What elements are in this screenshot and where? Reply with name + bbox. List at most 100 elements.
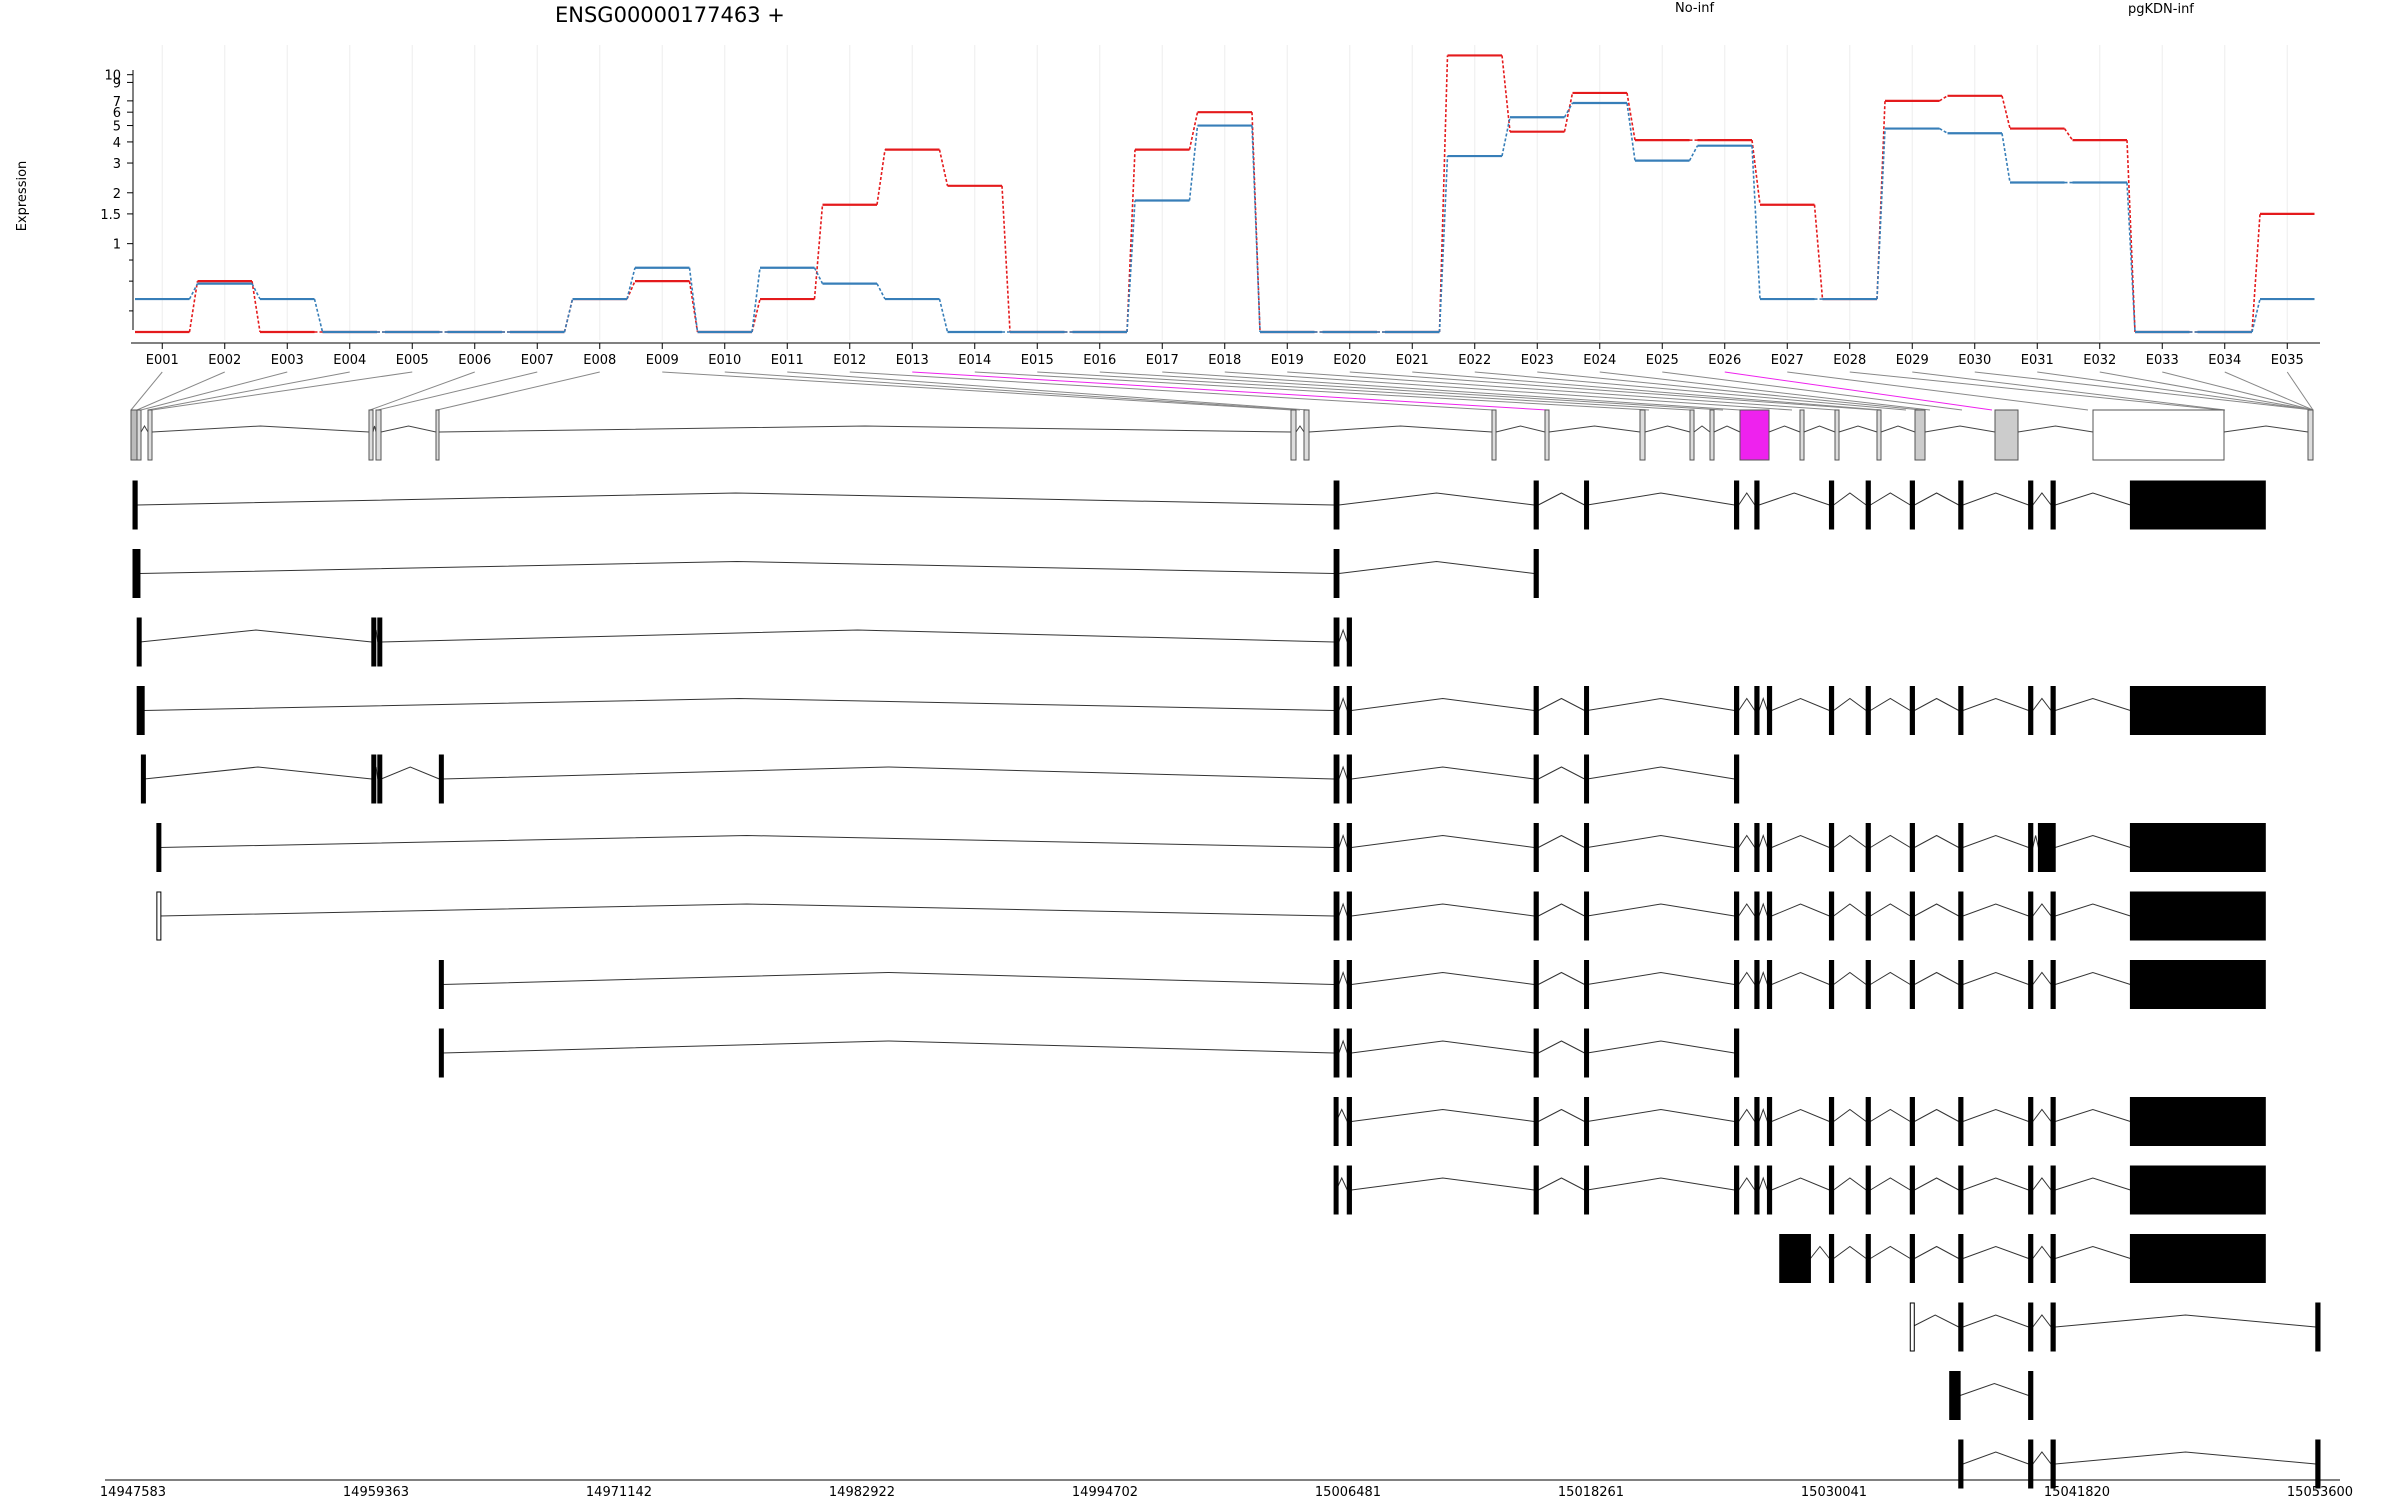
y-tick-label: 3 (113, 157, 121, 172)
transcript-exon (1333, 754, 1340, 804)
transcript-intron (2032, 1177, 2052, 1191)
exon-bin (147, 409, 153, 461)
transcript-exon (1865, 686, 1871, 735)
transcript-intron (1351, 1040, 1535, 1054)
transcript-intron (2055, 834, 2131, 848)
transcript-exon (2050, 686, 2056, 735)
transcript-intron (1738, 1177, 1756, 1191)
transcript-exon (2315, 1302, 2321, 1352)
transcript-exon (1865, 960, 1871, 1009)
genomic-tick-label: 14994702 (1072, 1485, 1138, 1500)
exon-bin (1799, 409, 1805, 461)
transcript-intron (1810, 1245, 1830, 1259)
bin-connector-pgkdn-inf (1501, 117, 1511, 157)
transcript-exon (1584, 891, 1590, 941)
connector (1599, 371, 1931, 411)
highlighted-exon-bin (1739, 409, 1770, 461)
transcript-exon (2028, 1097, 2034, 1146)
intron-line (1768, 425, 1801, 433)
transcript-exon (1766, 960, 1773, 1009)
transcript-exon (2129, 891, 2266, 941)
exon-bin (136, 409, 142, 461)
bin-connector-pgkdn-inf (876, 283, 886, 300)
transcript-intron (159, 834, 1335, 848)
transcript-intron (1870, 834, 1911, 848)
transcript-intron (1870, 1177, 1911, 1191)
transcript-intron (1914, 1177, 1959, 1191)
connector (1974, 371, 2314, 411)
transcript-intron (1771, 971, 1830, 985)
bin-connector-no-inf (1188, 112, 1199, 150)
transcript-exon (2037, 823, 2056, 872)
genomic-tick-label: 15041820 (2044, 1485, 2110, 1500)
transcript-exon (2028, 960, 2034, 1009)
transcript-exon (2028, 1165, 2034, 1215)
transcript-exon (156, 891, 162, 941)
connector (130, 371, 163, 411)
transcript-exon (1346, 1165, 1352, 1215)
y-tick-label: 4 (113, 136, 121, 151)
exon-bin (1303, 409, 1310, 461)
transcript-exon (1766, 1165, 1773, 1215)
transcript-intron (2032, 835, 2039, 848)
transcript-intron (1914, 1108, 1959, 1122)
transcript-exon (1734, 891, 1740, 941)
transcript-row (136, 617, 1352, 667)
transcript-exon (1584, 960, 1590, 1009)
intron-line (1495, 425, 1546, 433)
connector (974, 371, 1650, 411)
exon-bin (435, 409, 440, 461)
intron-line (1713, 425, 1741, 433)
bin-connector-pgkdn-inf (188, 283, 199, 300)
intron-line (1693, 425, 1711, 433)
transcript-exon (1828, 686, 1835, 735)
transcript-exon (2129, 823, 2266, 872)
transcript-intron (1962, 903, 2029, 917)
transcript-exon (1346, 1028, 1352, 1078)
transcript-intron (1338, 560, 1535, 574)
connector (2162, 371, 2314, 411)
bin-connector-no-inf (1563, 92, 1574, 132)
transcript-exon (2129, 1097, 2266, 1146)
transcript-exon (2050, 1165, 2056, 1215)
transcript-exon (2050, 480, 2056, 530)
transcript-exon (1584, 1097, 1590, 1146)
transcript-intron (1351, 697, 1535, 711)
intron-line (380, 425, 437, 433)
bin-connector-no-inf (1251, 112, 1261, 333)
bin-connector-pgkdn-inf (938, 298, 949, 333)
transcript-exon (1754, 960, 1760, 1009)
transcript-intron (144, 697, 1335, 711)
connector (1037, 371, 1691, 411)
exon-label: E032 (2083, 353, 2116, 368)
transcript-intron (1833, 1108, 1867, 1122)
transcript-intron (2032, 1108, 2052, 1122)
transcript-intron (1738, 971, 1756, 985)
transcript-intron (442, 1040, 1335, 1054)
exon-bin (1834, 409, 1840, 461)
transcript-intron (1914, 971, 1959, 985)
exon-axis: E001 E002 E003 E004 E005 E006 E007 E008 E009 E010… (131, 342, 2320, 368)
transcript-intron (2032, 1245, 2052, 1259)
y-tick-label: 1.5 (100, 208, 121, 223)
transcript-exon (1333, 1097, 1339, 1146)
transcript-exon (371, 617, 377, 667)
intron-line (1880, 425, 1916, 433)
transcript-exon (1766, 823, 1773, 872)
transcript-exon (1958, 960, 1964, 1009)
exon-bin (375, 409, 382, 461)
transcript-row (156, 891, 2266, 941)
transcript-intron (1738, 697, 1756, 711)
transcript-intron (2032, 492, 2052, 506)
transcript-exon (2028, 686, 2034, 735)
transcript-exon (1958, 1302, 1964, 1352)
intron-line (1803, 425, 1836, 433)
transcript-exon (2028, 480, 2034, 530)
transcript-exon (2028, 1371, 2034, 1420)
bin-connector-no-inf (251, 281, 261, 333)
transcript-exon (1584, 1165, 1590, 1215)
connector (1662, 371, 1963, 411)
transcript-exon (1828, 1165, 1835, 1215)
